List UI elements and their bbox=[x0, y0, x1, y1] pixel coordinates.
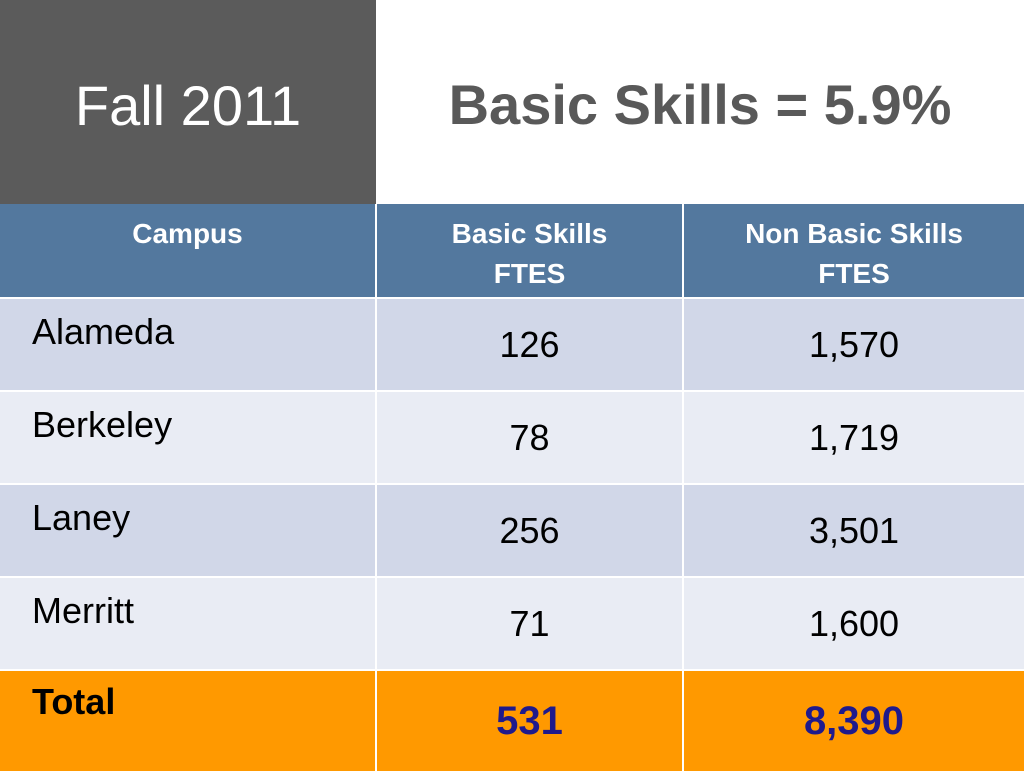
basic-skills-ftes: 256 bbox=[376, 484, 684, 578]
header-non-basic-skills: Non Basic Skills FTES bbox=[683, 204, 1024, 299]
non-basic-skills-ftes: 3,501 bbox=[683, 484, 1024, 578]
campus-name: Laney bbox=[0, 484, 377, 578]
ftes-table: Campus Basic Skills FTES Non Basic Skill… bbox=[0, 204, 1024, 773]
total-label: Total bbox=[0, 670, 377, 773]
slide-title-term: Fall 2011 bbox=[74, 74, 302, 137]
non-basic-skills-ftes: 1,719 bbox=[683, 391, 1024, 485]
title-block bbox=[0, 0, 376, 204]
campus-name: Berkeley bbox=[0, 391, 377, 485]
basic-skills-ftes: 71 bbox=[376, 577, 684, 671]
header-basic-skills-line1: Basic Skills bbox=[451, 218, 608, 249]
table-row: Merritt 71 1,600 bbox=[0, 577, 1024, 671]
campus-name: Alameda bbox=[0, 298, 377, 392]
table-row: Laney 256 3,501 bbox=[0, 484, 1024, 578]
campus-name: Merritt bbox=[0, 577, 377, 671]
table-header-row: Campus Basic Skills FTES Non Basic Skill… bbox=[0, 204, 1024, 299]
header-basic-skills: Basic Skills FTES bbox=[376, 204, 684, 299]
basic-skills-ftes: 126 bbox=[376, 298, 684, 392]
header-campus-label: Campus bbox=[132, 218, 243, 249]
basic-skills-ftes: 78 bbox=[376, 391, 684, 485]
non-basic-skills-ftes: 1,570 bbox=[683, 298, 1024, 392]
header-basic-skills-line2: FTES bbox=[493, 258, 566, 289]
non-basic-skills-ftes: 1,600 bbox=[683, 577, 1024, 671]
table-row: Berkeley 78 1,719 bbox=[0, 391, 1024, 485]
header-non-basic-line1: Non Basic Skills bbox=[745, 218, 963, 249]
table-total-row: Total 531 8,390 bbox=[0, 670, 1024, 773]
total-basic-skills-ftes: 531 bbox=[376, 670, 684, 773]
total-non-basic-skills-ftes: 8,390 bbox=[683, 670, 1024, 773]
table-row: Alameda 126 1,570 bbox=[0, 298, 1024, 392]
header-non-basic-line2: FTES bbox=[818, 258, 890, 289]
slide-title-summary: Basic Skills = 5.9% bbox=[448, 73, 952, 136]
header-campus: Campus bbox=[0, 204, 377, 299]
